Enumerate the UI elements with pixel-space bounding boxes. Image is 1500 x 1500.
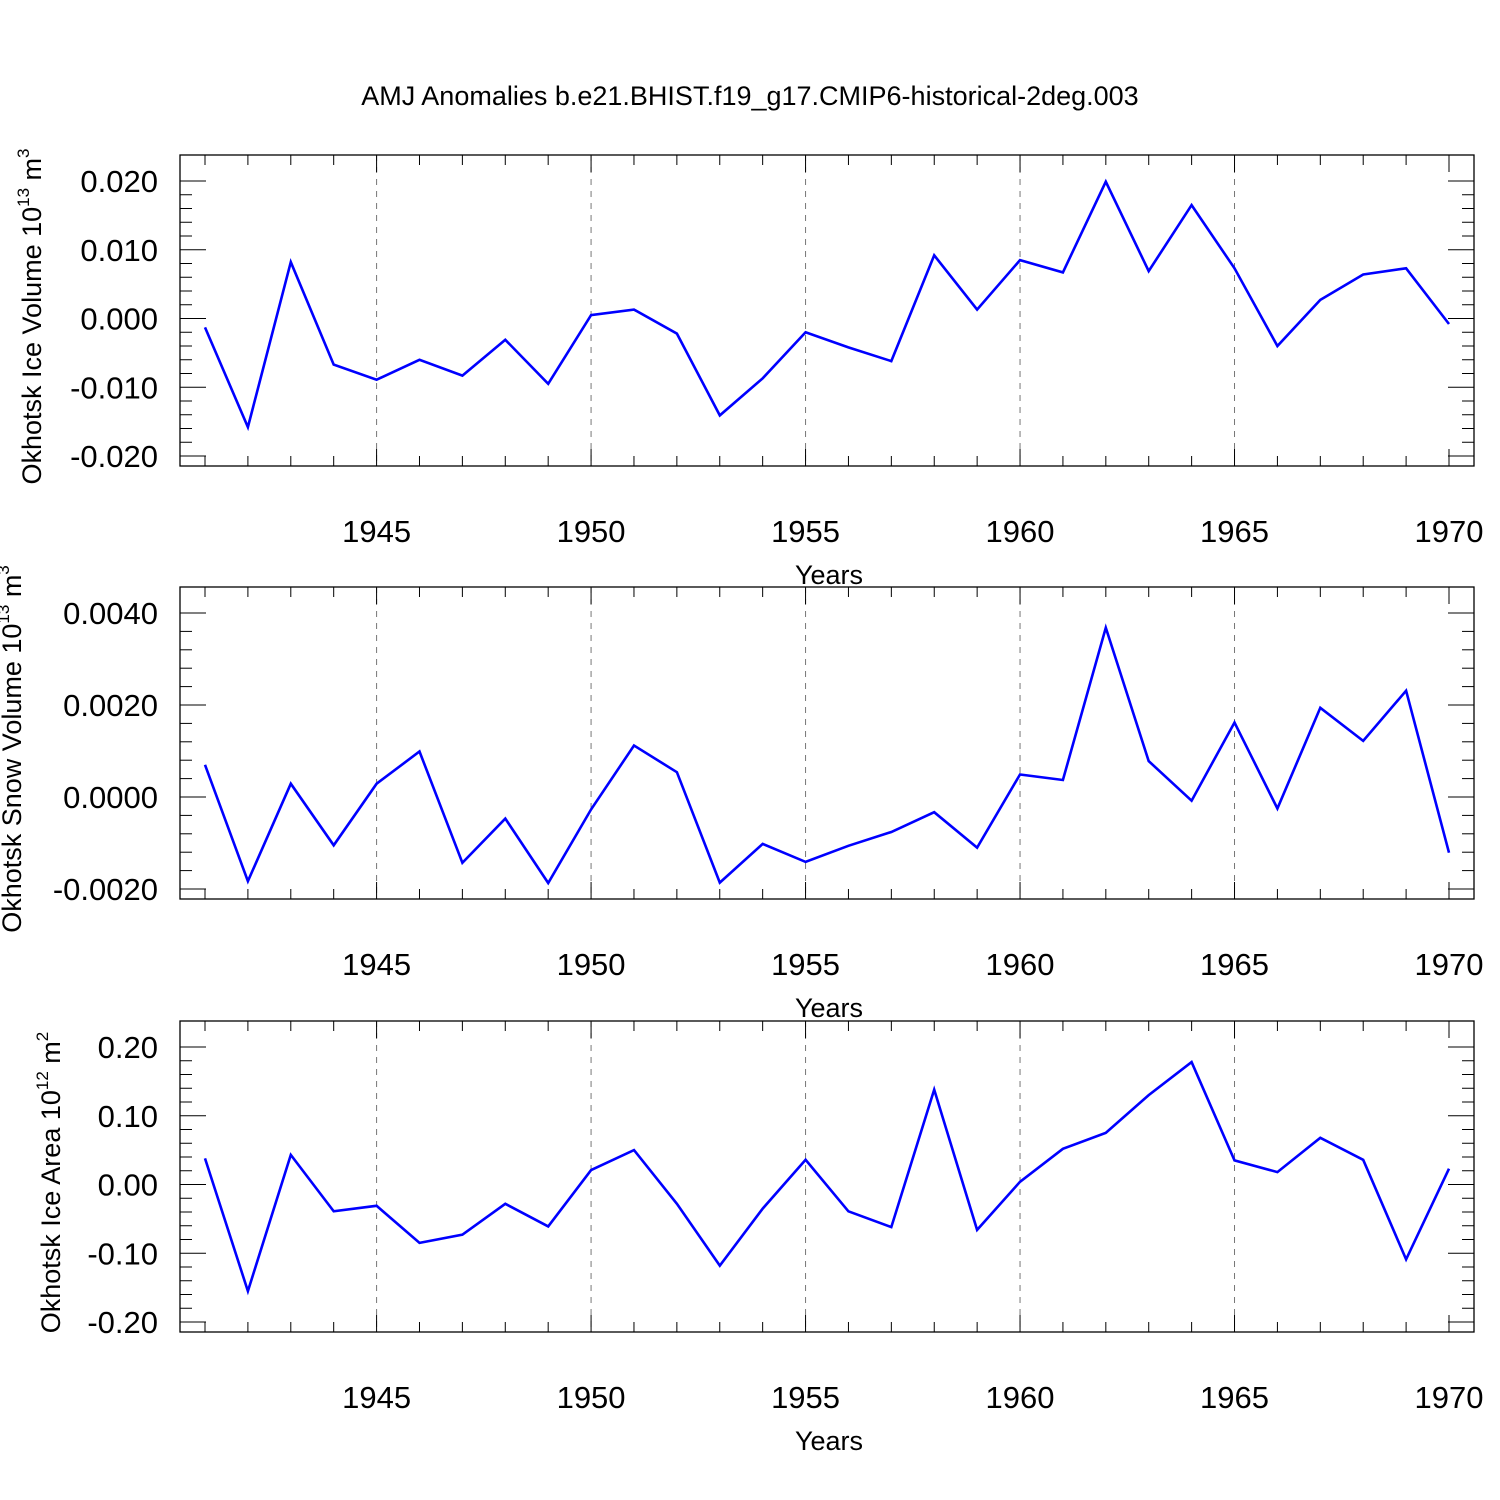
x-tick-label: 1945 xyxy=(342,1380,411,1415)
y-tick-label: 0.020 xyxy=(80,164,158,199)
chart-title: AMJ Anomalies b.e21.BHIST.f19_g17.CMIP6-… xyxy=(361,81,1138,111)
plot-frame xyxy=(179,1020,1475,1333)
series-line xyxy=(203,623,1451,886)
series-line xyxy=(203,1060,1451,1296)
x-tick-label: 1955 xyxy=(771,514,840,549)
x-tick-label: 1970 xyxy=(1415,947,1484,982)
y-tick-label: 0.0020 xyxy=(63,688,158,723)
x-tick-label: 1970 xyxy=(1415,514,1484,549)
y-axis-label: Okhotsk Ice Area 1012 m2 xyxy=(33,1032,66,1334)
x-tick-label: 1970 xyxy=(1415,1380,1484,1415)
y-tick-label: 0.20 xyxy=(98,1030,158,1065)
x-tick-label: 1960 xyxy=(986,1380,1055,1415)
x-axis-label: Years xyxy=(795,993,863,1023)
panel-1: 0.020 0.010 0.000 -0.010 -0.020 1945 1950 1955 1… xyxy=(14,148,1483,590)
x-tick-label: 1950 xyxy=(557,514,626,549)
x-axis-label: Years xyxy=(795,1426,863,1456)
x-tick-label: 1955 xyxy=(771,947,840,982)
y-axis-label: Okhotsk Ice Volume 1013 m3 xyxy=(14,148,47,484)
x-tick-label: 1945 xyxy=(342,947,411,982)
y-tick-label: -0.10 xyxy=(87,1236,158,1271)
y-tick-label: -0.20 xyxy=(87,1305,158,1340)
y-tick-label: 0.010 xyxy=(80,233,158,268)
panels: 0.020 0.010 0.000 -0.010 -0.020 1945 1950 1955 1… xyxy=(0,148,1483,1456)
y-tick-label: 0.0000 xyxy=(63,780,158,815)
plot-frame xyxy=(179,586,1475,900)
x-tick-label: 1945 xyxy=(342,514,411,549)
x-tick-label: 1960 xyxy=(986,947,1055,982)
x-tick-label: 1950 xyxy=(557,947,626,982)
y-tick-label: 0.00 xyxy=(98,1168,158,1203)
plot-frame xyxy=(179,154,1475,467)
x-tick-label: 1965 xyxy=(1200,1380,1269,1415)
y-tick-label: -0.020 xyxy=(70,439,158,474)
y-tick-label: -0.0020 xyxy=(53,872,158,907)
x-tick-label: 1955 xyxy=(771,1380,840,1415)
x-tick-label: 1950 xyxy=(557,1380,626,1415)
panel-2: 0.0040 0.0020 0.0000 -0.0020 1945 1950 1955 196… xyxy=(0,565,1483,1023)
y-axis-label: Okhotsk Snow Volume 1013 m3 xyxy=(0,565,27,933)
y-tick-label: 0.000 xyxy=(80,302,158,337)
x-axis-label: Years xyxy=(795,560,863,590)
y-tick-label: 0.10 xyxy=(98,1099,158,1134)
series-line xyxy=(203,178,1451,432)
x-tick-label: 1960 xyxy=(986,514,1055,549)
y-tick-label: -0.010 xyxy=(70,370,158,405)
y-tick-label: 0.0040 xyxy=(63,596,158,631)
x-tick-label: 1965 xyxy=(1200,947,1269,982)
x-tick-label: 1965 xyxy=(1200,514,1269,549)
panel-3: 0.20 0.10 0.00 -0.10 -0.20 1945 1950 1955 1960 19… xyxy=(33,1020,1484,1456)
